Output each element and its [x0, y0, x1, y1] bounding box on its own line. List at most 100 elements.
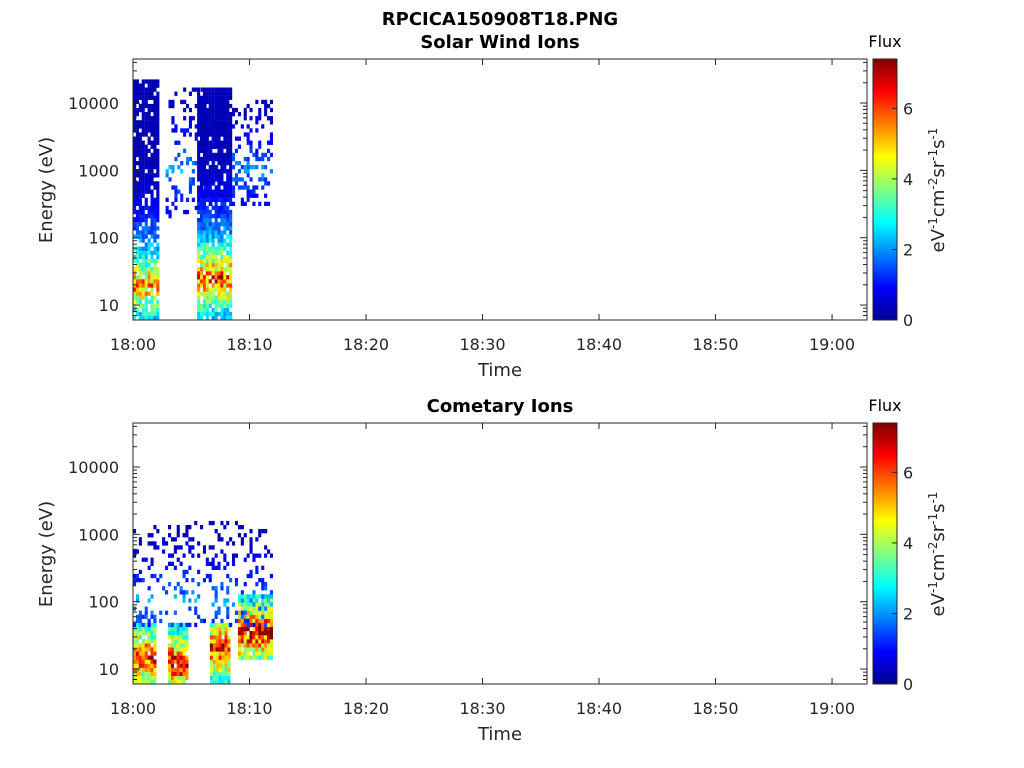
- spectrogram-cell: [232, 193, 236, 198]
- spectrogram-cell: [214, 177, 218, 182]
- spectrogram-cell: [200, 95, 204, 100]
- spectrogram-cell: [229, 537, 233, 542]
- spectrogram-cell: [234, 173, 238, 178]
- spectrogram-cell: [144, 271, 148, 276]
- spectrogram-cell: [223, 553, 227, 558]
- spectrogram-cell: [255, 622, 259, 628]
- spectrogram-cell: [221, 671, 225, 677]
- spectrogram-cell: [144, 161, 148, 166]
- spectrogram-cell: [214, 303, 218, 308]
- spectrogram-cell: [147, 140, 151, 145]
- spectrogram-cell: [202, 201, 206, 206]
- spectrogram-cell: [214, 218, 218, 223]
- spectrogram-cell: [255, 553, 259, 558]
- spectrogram-cell: [144, 267, 148, 272]
- spectrogram-cell: [214, 132, 218, 137]
- spectrogram-cell: [156, 291, 160, 296]
- spectrogram-cell: [229, 201, 233, 206]
- spectrogram-cell: [197, 152, 201, 158]
- spectrogram-cell: [170, 651, 174, 656]
- spectrogram-cell: [264, 618, 268, 624]
- spectrogram-cell: [205, 307, 209, 313]
- x-tick-label: 18:20: [343, 699, 389, 718]
- spectrogram-cell: [150, 230, 154, 235]
- spectrogram-cell: [173, 659, 177, 664]
- spectrogram-cell: [205, 128, 209, 133]
- spectrogram-cell: [197, 144, 201, 149]
- spectrogram-cell: [133, 582, 137, 587]
- spectrogram-cell: [174, 193, 178, 198]
- spectrogram-cell: [135, 250, 139, 255]
- spectrogram-cell: [208, 218, 212, 223]
- spectrogram-cell: [144, 87, 148, 92]
- spectrogram-cell: [237, 144, 241, 149]
- spectrogram-cell: [133, 279, 137, 284]
- spectrogram-cell: [240, 185, 244, 190]
- spectrogram-cell: [214, 565, 218, 570]
- spectrogram-cell: [138, 161, 142, 166]
- spectrogram-cell: [156, 307, 160, 313]
- spectrogram-cell: [205, 222, 209, 227]
- spectrogram-cell: [179, 561, 183, 566]
- spectrogram-cell: [153, 295, 157, 300]
- spectrogram-cell: [153, 226, 157, 231]
- spectrogram-cell: [249, 639, 253, 644]
- spectrogram-cell: [211, 214, 215, 219]
- spectrogram-cell: [144, 181, 148, 186]
- spectrogram-cell: [138, 246, 142, 251]
- spectrogram-cell: [173, 671, 177, 677]
- spectrogram-cell: [223, 565, 227, 570]
- spectrogram-cell: [267, 610, 271, 615]
- spectrogram-cell: [237, 614, 241, 619]
- spectrogram-cell: [147, 156, 151, 162]
- spectrogram-cell: [150, 205, 154, 211]
- spectrogram-cell: [173, 594, 177, 599]
- spectrogram-cell: [234, 520, 238, 526]
- spectrogram-cell: [211, 230, 215, 235]
- spectrogram-cell: [171, 116, 175, 121]
- spectrogram-cell: [211, 291, 215, 296]
- spectrogram-cell: [144, 622, 148, 628]
- spectrogram-cell: [223, 181, 227, 186]
- spectrogram-cell: [234, 136, 238, 141]
- spectrogram-cell: [221, 663, 225, 668]
- spectrogram-cell: [185, 525, 189, 530]
- spectrogram-cell: [264, 181, 268, 186]
- spectrogram-cell: [258, 606, 262, 611]
- spectrogram-cell: [138, 651, 142, 656]
- spectrogram-cell: [224, 647, 228, 652]
- spectrogram-cell: [147, 124, 151, 129]
- spectrogram-cell: [200, 161, 204, 166]
- spectrogram-cell: [135, 287, 139, 292]
- spectrogram-cell: [214, 529, 218, 534]
- spectrogram-cell: [133, 303, 137, 308]
- spectrogram-cell: [138, 193, 142, 198]
- spectrogram-cell: [197, 112, 201, 117]
- spectrogram-cell: [202, 209, 206, 215]
- spectrogram-cell: [243, 626, 247, 632]
- spectrogram-cell: [135, 675, 139, 681]
- spectrogram-cell: [252, 594, 256, 599]
- spectrogram-cell: [194, 598, 198, 603]
- spectrogram-cell: [258, 594, 262, 599]
- spectrogram-cell: [202, 242, 206, 247]
- spectrogram-cell: [232, 124, 236, 129]
- spectrogram-cell: [188, 132, 192, 137]
- spectrogram-cell: [267, 156, 271, 162]
- spectrogram-cell: [150, 144, 154, 149]
- spectrogram-cell: [153, 258, 157, 264]
- spectrogram-cell: [240, 626, 244, 632]
- spectrogram-cell: [269, 635, 273, 640]
- spectrogram-cell: [237, 185, 241, 190]
- colorbar-tick-label: 0: [903, 675, 913, 694]
- spectrogram-cell: [255, 120, 259, 125]
- spectrogram-cell: [229, 271, 233, 276]
- spectrogram-cell: [220, 116, 224, 121]
- spectrogram-cell: [153, 283, 157, 288]
- spectrogram-cell: [205, 205, 209, 211]
- spectrogram-cell: [179, 631, 183, 636]
- spectrogram-cell: [211, 307, 215, 313]
- spectrogram-cell: [208, 148, 212, 153]
- spectrogram-cell: [255, 569, 259, 575]
- spectrogram-cell: [135, 549, 139, 554]
